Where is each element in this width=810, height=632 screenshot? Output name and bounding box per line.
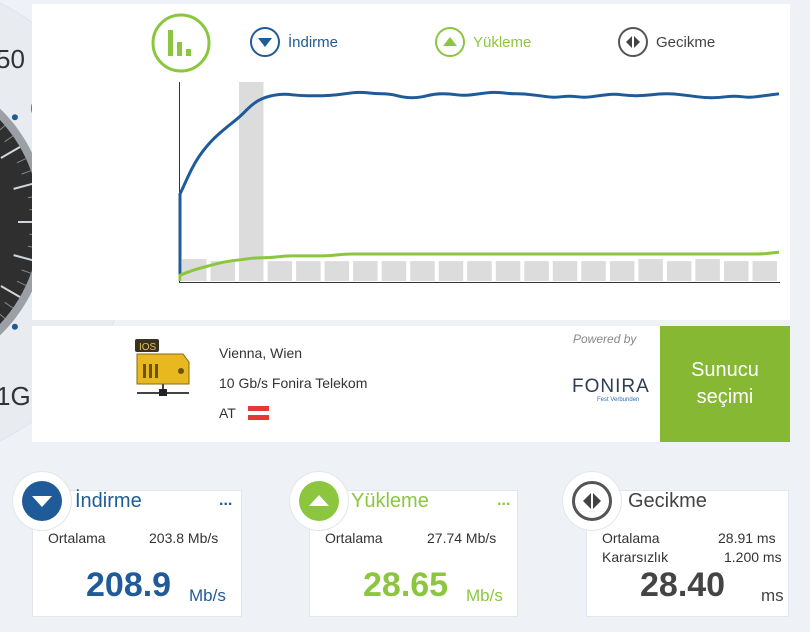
latency-bar: [410, 261, 435, 281]
latency-bar: [210, 261, 235, 281]
series-line-download: [178, 90, 780, 281]
upload-card: [309, 490, 518, 617]
latency-bar: [324, 261, 350, 281]
latency-bar: [695, 259, 720, 281]
latency-bar: [495, 261, 521, 281]
latency-bar: [296, 261, 321, 281]
powered-by-label: Powered by: [573, 332, 637, 346]
download-unit: Mb/s: [189, 586, 226, 605]
upload-arrow-icon: [435, 27, 465, 57]
latency-arrows-icon: [618, 27, 648, 57]
server-select-label: Sunucu seçimi: [691, 359, 759, 408]
latency-title: Gecikme: [628, 490, 707, 512]
latency-bar: [438, 261, 464, 281]
gauge-tick: [4, 135, 14, 143]
download-avg-value: 203.8 Mb/s: [149, 530, 219, 546]
legend-latency[interactable]: Gecikme: [618, 27, 715, 57]
download-card-icon: [13, 472, 71, 530]
upload-card-icon: [290, 472, 348, 530]
gauge-tick: [13, 182, 36, 190]
server-provider: 10 Gb/s Fonira Telekom: [219, 375, 368, 391]
download-value: 208.9: [86, 566, 172, 604]
latency-card-icon: [563, 472, 621, 530]
latency-bar: [552, 261, 578, 281]
upload-more-button[interactable]: ...: [497, 492, 511, 509]
gauge-tick: [4, 301, 14, 309]
fonira-logo-subtitle: Fest Verbunden: [597, 397, 640, 403]
latency-bar: [638, 259, 663, 281]
legend-latency-label: Gecikme: [656, 33, 716, 51]
legend-upload[interactable]: Yükleme: [435, 27, 531, 57]
latency-bar: [724, 261, 749, 281]
fonira-logo: FONIRA: [572, 376, 650, 397]
latency-value: 28.40: [640, 566, 726, 604]
server-select-button[interactable]: Sunucu seçimi: [660, 326, 790, 442]
server-icon: IOS: [133, 338, 191, 398]
latency-bar: [752, 261, 777, 281]
latency-bar: [666, 261, 692, 281]
chart-lines: [178, 90, 780, 281]
gauge-tick: [16, 280, 27, 286]
upload-unit: Mb/s: [466, 586, 503, 605]
gauge-tick: [16, 158, 27, 164]
gauge-tick: [21, 269, 32, 274]
gauge-tick: [0, 313, 6, 319]
series-line-upload: [178, 250, 780, 281]
gauge-tick-label: 50: [0, 44, 25, 74]
latency-unit: ms: [761, 586, 784, 605]
gauge-tick: [0, 125, 6, 131]
legend-upload-label: Yükleme: [473, 33, 532, 51]
upload-avg-value: 27.74 Mb/s: [427, 530, 497, 546]
gauge-tick: [0, 285, 21, 298]
latency-avg-label: Ortalama: [602, 530, 660, 546]
latency-bar: [609, 261, 635, 281]
upload-avg-label: Ortalama: [325, 530, 383, 546]
latency-bar: [353, 261, 378, 281]
latency-card: [586, 490, 789, 617]
gauge-tick: [0, 146, 21, 159]
download-arrow-icon: [250, 27, 280, 57]
upload-title: Yükleme: [351, 490, 429, 512]
latency-bar: [267, 261, 293, 281]
latency-bars: [182, 82, 777, 281]
austria-flag-icon: [248, 406, 269, 420]
latency-avg-value: 28.91 ms: [718, 530, 776, 546]
chart-toggle-icon[interactable]: [151, 13, 211, 73]
latency-bar: [524, 261, 549, 281]
server-badge-text: IOS: [139, 342, 157, 353]
latency-jitter-label: Kararsızlık: [602, 549, 669, 565]
server-location: Vienna, Wien: [219, 345, 303, 361]
latency-jitter-value: 1.200 ms: [724, 549, 782, 565]
latency-bar: [381, 261, 407, 281]
gauge-marker: [11, 114, 18, 121]
legend-download-label: İndirme: [288, 33, 339, 51]
gauge-marker: [11, 323, 18, 330]
download-title: İndirme: [75, 490, 142, 512]
latency-bar: [467, 261, 492, 281]
gauge-tick: [13, 254, 36, 262]
latency-bar: [581, 261, 606, 281]
gauge-tick: [21, 170, 32, 175]
upload-value: 28.65: [363, 566, 449, 604]
download-more-button[interactable]: ...: [219, 492, 233, 509]
legend-download[interactable]: İndirme: [250, 27, 338, 57]
download-avg-label: Ortalama: [48, 530, 106, 546]
server-country: AT: [219, 405, 236, 421]
